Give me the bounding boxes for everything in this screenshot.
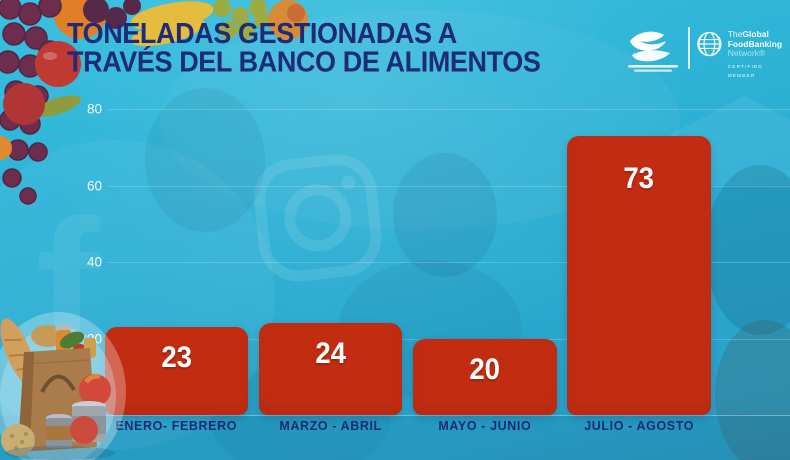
x-axis-label: MARZO - ABRIL — [279, 419, 382, 433]
y-tick-label-80: 80 — [86, 101, 102, 117]
bird-emblem-icon — [628, 31, 678, 72]
bar-ENERO- FEBRERO: 23 — [104, 327, 248, 415]
gridline-40 — [108, 262, 790, 264]
gfn-the: The — [727, 29, 743, 39]
bar-MARZO - ABRIL: 24 — [258, 323, 403, 415]
gfn-logo: TheGlobal FoodBanking Network® CERTIFIED… — [696, 29, 790, 82]
bar-MAYO - JUNIO: 20 — [413, 338, 557, 415]
wireframe-globe-icon — [697, 31, 722, 57]
y-tick-label-60: 60 — [86, 178, 102, 194]
bar-value: 20 — [469, 352, 501, 386]
x-axis-baseline — [99, 414, 790, 416]
bar-value: 23 — [160, 341, 192, 375]
right-dark-ghost — [705, 165, 790, 335]
gridline-60 — [108, 185, 790, 187]
title-line-2: TRAVÉS DEL BANCO DE ALIMENTOS — [67, 45, 541, 78]
logo-divider — [688, 27, 690, 69]
banco-de-alimentos-logo — [624, 25, 682, 78]
gfn-certified-member: CERTIFIED MEMBER — [727, 64, 763, 80]
bottom-shade — [0, 416, 790, 460]
gfn-line-1: TheGlobal — [727, 29, 790, 40]
x-axis-label: MAYO - JUNIO — [438, 419, 532, 433]
bar-JULIO - AGOSTO: 73 — [567, 136, 711, 415]
y-tick-label-40: 40 — [86, 254, 102, 270]
title-line-1: TONELADAS GESTIONADAS A — [67, 17, 457, 50]
gfn-network: Network® — [727, 48, 766, 58]
page-title: TONELADAS GESTIONADAS A TRAVÉS DEL BANCO… — [67, 17, 541, 78]
bar-value: 73 — [623, 162, 655, 196]
light-glow — [160, 10, 680, 230]
right-brown-ghost — [715, 320, 790, 460]
instagram-icon — [254, 154, 382, 282]
gfn-foodbanking: FoodBanking — [727, 38, 783, 49]
x-axis-label: ENERO- FEBRERO — [115, 419, 238, 433]
gfn-global: Global — [742, 29, 769, 39]
gridline-80 — [108, 109, 790, 111]
x-axis-label: JULIO - AGOSTO — [584, 419, 695, 433]
gfn-logo-text: TheGlobal FoodBanking Network® CERTIFIED… — [727, 29, 790, 82]
bar-value: 24 — [315, 337, 346, 371]
